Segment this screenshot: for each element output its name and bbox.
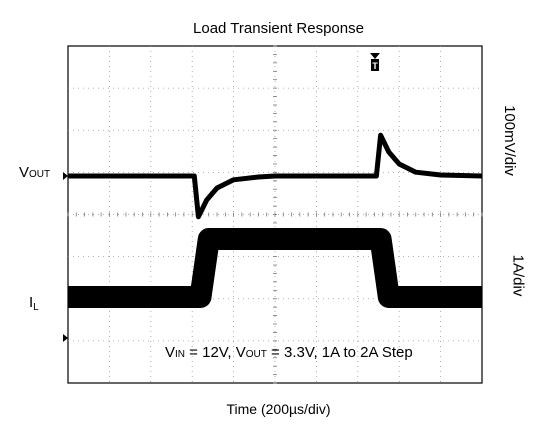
vout-channel-marker [63, 172, 68, 180]
il-channel-label: IL [29, 294, 39, 313]
chart-title: Load Transient Response [193, 20, 364, 37]
vout-trace [68, 132, 483, 220]
il-channel-marker [63, 334, 68, 342]
il-trace [68, 228, 482, 308]
test-condition-annotation: VIN = 12V, VOUT = 3.3V, 1A to 2A Step [165, 344, 413, 361]
vout-channel-label: VOUT [19, 164, 51, 181]
trigger-label: T [372, 61, 378, 71]
traces [68, 132, 483, 308]
vout-scale-label: 100mV/div [500, 105, 518, 176]
il-scale-label: 1A/div [509, 254, 527, 297]
trigger-icon [371, 59, 379, 71]
scope-grid [67, 45, 483, 384]
markers: T [63, 53, 380, 342]
trigger-position-marker [370, 53, 380, 59]
x-axis-label: Time (200µs/div) [226, 401, 331, 417]
